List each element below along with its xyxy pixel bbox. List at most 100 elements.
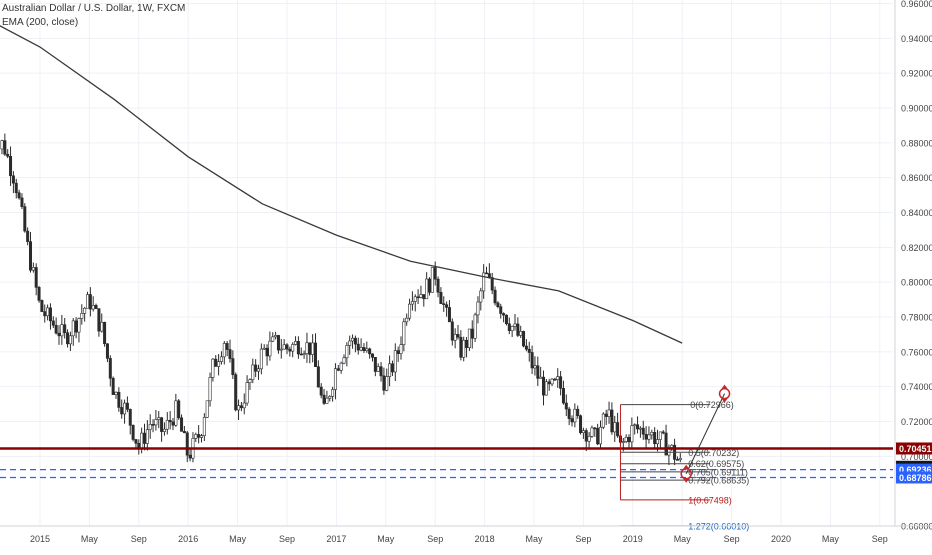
candle-body <box>402 321 406 345</box>
candle-body <box>23 206 27 232</box>
candle-body <box>228 349 232 359</box>
candle-body <box>490 277 494 291</box>
candle-body <box>351 337 355 342</box>
price-tag-label: 0.70451 <box>899 444 932 454</box>
candle-body <box>345 345 349 359</box>
time-axis: 2015 May Sep 2016 May Sep 2017 May Sep 2018 May Sep… <box>0 525 932 544</box>
candle-body <box>513 323 517 327</box>
candle-body <box>171 421 175 426</box>
candle-body <box>533 365 537 369</box>
candle-body <box>302 353 306 356</box>
time-tick-label: 2016 <box>178 534 198 544</box>
candle-body <box>393 350 397 373</box>
candle-body <box>467 328 471 348</box>
candle-body <box>675 459 679 461</box>
candle-body <box>484 272 488 275</box>
time-tick-label: May <box>377 534 395 544</box>
candle-body <box>111 377 115 395</box>
candle-body <box>573 408 577 423</box>
candle-body <box>621 441 625 443</box>
candle-body <box>610 409 614 433</box>
candle-body <box>143 432 147 444</box>
candle-body <box>91 305 95 310</box>
candle-body <box>48 307 52 322</box>
candle-body <box>14 182 18 194</box>
candle-body <box>154 419 158 426</box>
time-tick-label: May <box>525 534 543 544</box>
candle-body <box>607 409 611 417</box>
price-tick-label: 0.74000 <box>901 382 932 392</box>
candle-body <box>40 300 44 312</box>
candle-body <box>322 394 326 404</box>
candle-body <box>177 400 181 419</box>
candle-body <box>613 422 617 433</box>
candle-body <box>37 287 41 301</box>
candle-body <box>633 424 637 427</box>
candle-body <box>416 296 420 299</box>
candle-body <box>308 342 312 355</box>
candle-body <box>356 343 360 351</box>
candle-body <box>11 175 15 184</box>
candle-body <box>556 376 560 380</box>
candle-body <box>664 432 668 456</box>
candle-body <box>644 433 648 440</box>
candle-body <box>376 366 380 372</box>
time-tick-label: Sep <box>427 534 443 544</box>
candle-body <box>28 241 32 271</box>
candle-body <box>200 435 204 438</box>
candle-body <box>368 348 372 355</box>
time-tick-label: Sep <box>575 534 591 544</box>
candle-body <box>0 140 4 150</box>
candle-body <box>647 434 651 440</box>
candle-body <box>601 413 605 428</box>
candle-body <box>3 140 7 155</box>
candle-body <box>299 353 303 356</box>
candle-body <box>123 402 127 415</box>
candle-body <box>271 336 275 342</box>
target-marker-arrow <box>683 478 690 483</box>
candle-body <box>256 368 260 372</box>
time-tick-label: 2019 <box>623 534 643 544</box>
grid <box>0 0 893 527</box>
candle-body <box>268 340 272 357</box>
indicator-label: EMA (200, close) <box>2 17 79 28</box>
candle-body <box>445 304 449 308</box>
projection-line <box>685 393 726 474</box>
candle-body <box>561 388 565 404</box>
candle-body <box>638 427 642 430</box>
candle-body <box>197 434 201 438</box>
candle-body <box>385 376 389 391</box>
candle-body <box>465 339 469 348</box>
candle-body <box>373 357 377 372</box>
price-tag <box>896 471 932 484</box>
candle-body <box>254 364 258 372</box>
candle-body <box>296 341 300 355</box>
chart-title-block: Australian Dollar / U.S. Dollar, 1W, FXC… <box>2 2 185 30</box>
candle-body <box>160 417 164 432</box>
candle-body <box>262 347 266 350</box>
time-tick-label: 2015 <box>30 534 50 544</box>
candle-body <box>194 434 198 439</box>
candle-body <box>26 230 30 242</box>
candle-body <box>487 273 491 278</box>
candle-body <box>131 424 135 440</box>
candle-body <box>430 267 434 293</box>
candle-body <box>456 334 460 338</box>
time-tick-label: Sep <box>131 534 147 544</box>
price-tick-label: 0.72000 <box>901 417 932 427</box>
candle-body <box>97 308 101 332</box>
candle-body <box>94 305 98 309</box>
candle-body <box>291 344 295 352</box>
candle-body <box>145 429 149 444</box>
candle-body <box>630 425 634 443</box>
candle-body <box>627 437 631 443</box>
price-tag <box>896 442 932 455</box>
candle-body <box>405 317 409 323</box>
candle-body <box>174 400 178 426</box>
time-tick-label: Sep <box>724 534 740 544</box>
candle-body <box>328 396 332 399</box>
candle-body <box>379 366 383 377</box>
candle-body <box>442 303 446 305</box>
